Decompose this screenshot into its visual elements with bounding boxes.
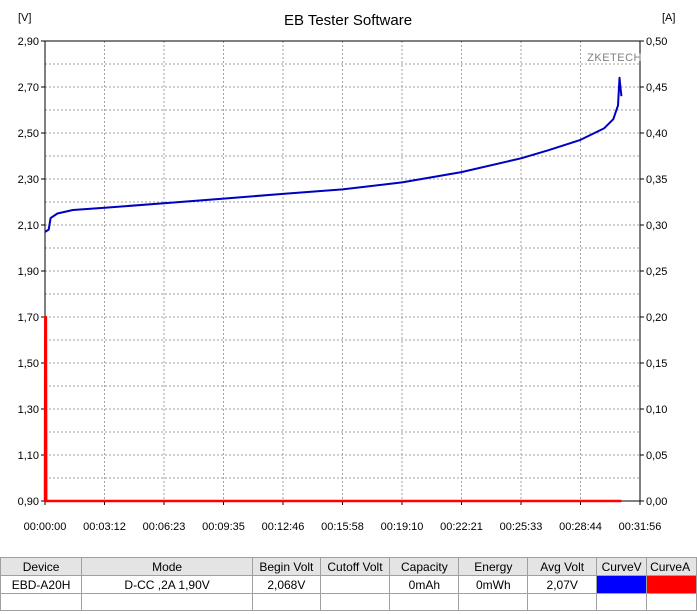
left-axis-ticks: 2,90 2,70 2,50 2,30 2,10 1,90 1,70 1,50 1,30 1,10… <box>18 36 45 508</box>
y-left-tick-label: 2,50 <box>18 128 39 140</box>
begin-volt-cell: 2,068V <box>252 575 321 594</box>
header-begin-volt[interactable]: Begin Volt <box>252 557 321 576</box>
capacity-cell: 0mAh <box>389 575 460 594</box>
y-left-tick-label: 2,70 <box>18 82 39 94</box>
y-left-tick-label: 1,10 <box>18 450 39 462</box>
y-right-tick-label: 0,00 <box>646 496 667 508</box>
header-cutoff-volt[interactable]: Cutoff Volt <box>319 557 391 576</box>
x-tick-label: 00:19:10 <box>381 521 424 533</box>
y-left-tick-label: 1,70 <box>18 312 39 324</box>
x-tick-label: 00:15:58 <box>321 521 364 533</box>
curve-a-swatch[interactable] <box>646 575 697 594</box>
header-curve-v[interactable]: CurveV <box>596 557 648 576</box>
x-tick-label: 00:00:00 <box>24 521 67 533</box>
right-axis-unit: [A] <box>662 12 675 24</box>
chart: EB Tester Software [V] [A] ZKETECH 2,902… <box>18 12 676 533</box>
y-right-tick-label: 0,20 <box>646 312 667 324</box>
y-right-tick-label: 0,50 <box>646 36 667 48</box>
y-right-tick-label: 0,30 <box>646 220 667 232</box>
header-energy[interactable]: Energy <box>458 557 529 576</box>
y-right-tick-label: 0,40 <box>646 128 667 140</box>
header-device[interactable]: Device <box>0 557 83 576</box>
series-line-voltage <box>44 76 623 233</box>
y-right-tick-label: 0,45 <box>646 82 667 94</box>
y-left-tick-label: 1,90 <box>18 266 39 278</box>
device-cell: EBD-A20H <box>0 575 83 594</box>
y-right-tick-label: 0,35 <box>646 174 667 186</box>
mode-cell: D-CC ,2A 1,90V <box>81 575 254 594</box>
y-right-tick-label: 0,25 <box>646 266 667 278</box>
header-curve-a[interactable]: CurveA <box>646 557 697 576</box>
left-axis-unit: [V] <box>18 12 31 24</box>
header-capacity[interactable]: Capacity <box>389 557 460 576</box>
x-axis-ticks: 00:00:00 00:03:12 00:06:23 00:09:35 00:12:46… <box>24 501 662 533</box>
y-left-tick-label: 2,30 <box>18 174 39 186</box>
y-left-tick-label: 2,10 <box>18 220 39 232</box>
y-right-tick-label: 0,10 <box>646 404 667 416</box>
x-tick-label: 00:28:44 <box>559 521 602 533</box>
watermark: ZKETECH <box>587 52 642 64</box>
x-tick-label: 00:06:23 <box>143 521 186 533</box>
table-row[interactable]: EBD-A20H D-CC ,2A 1,90V 2,068V 0mAh 0mWh… <box>0 575 697 594</box>
empty-row <box>0 593 697 611</box>
x-tick-label: 00:12:46 <box>262 521 305 533</box>
series-line-current <box>43 315 622 503</box>
grid <box>45 41 640 501</box>
header-avg-volt[interactable]: Avg Volt <box>527 557 598 576</box>
x-tick-label: 00:31:56 <box>619 521 662 533</box>
y-left-tick-label: 1,50 <box>18 358 39 370</box>
summary-header-row: Device Mode Begin Volt Cutoff Volt Capac… <box>0 557 697 576</box>
avg-volt-cell: 2,07V <box>527 575 598 594</box>
header-mode[interactable]: Mode <box>81 557 254 576</box>
curve-v-swatch[interactable] <box>596 575 648 594</box>
x-tick-label: 00:22:21 <box>440 521 483 533</box>
energy-cell: 0mWh <box>458 575 529 594</box>
x-tick-label: 00:03:12 <box>83 521 126 533</box>
y-right-tick-label: 0,15 <box>646 358 667 370</box>
y-left-tick-label: 0,90 <box>18 496 39 508</box>
cutoff-volt-cell <box>319 575 391 594</box>
y-left-tick-label: 1,30 <box>18 404 39 416</box>
x-tick-label: 00:25:33 <box>500 521 543 533</box>
right-axis-ticks: 0,50 0,45 0,40 0,35 0,30 0,25 0,20 0,15 0,10 0,05… <box>640 36 667 508</box>
y-left-tick-label: 2,90 <box>18 36 39 48</box>
chart-title: EB Tester Software <box>284 12 412 29</box>
x-tick-label: 00:09:35 <box>202 521 245 533</box>
series-group <box>43 76 623 503</box>
summary-table: Device Mode Begin Volt Cutoff Volt Capac… <box>0 557 697 611</box>
y-right-tick-label: 0,05 <box>646 450 667 462</box>
